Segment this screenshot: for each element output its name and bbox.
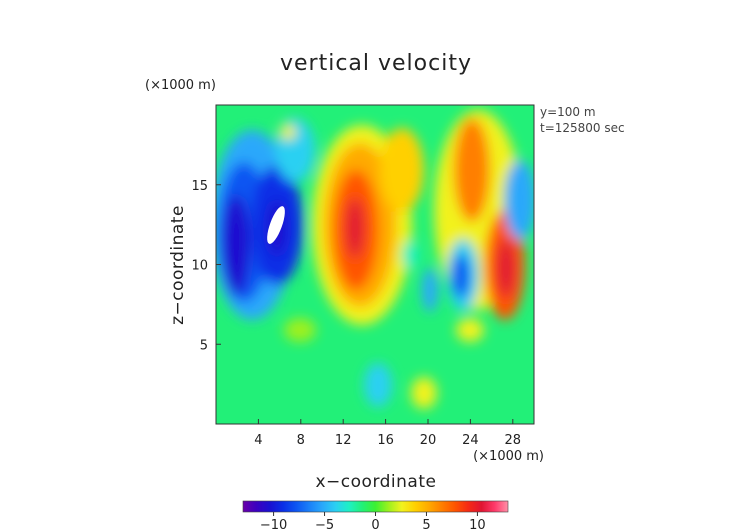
x-unit-label: (×1000 m) <box>473 449 544 464</box>
y-tick-label-0: 5 <box>200 338 208 353</box>
right-edge-downdraft <box>504 160 534 240</box>
y-tick-label-1: 10 <box>191 259 208 274</box>
annotation-t: t=125800 sec <box>540 121 625 135</box>
x-tick-label-1: 8 <box>297 433 305 448</box>
downdraft-core-left <box>222 195 250 295</box>
x-tick-label-4: 20 <box>420 433 437 448</box>
lower-left-weak-updraft <box>284 318 316 342</box>
x-tick-label-5: 24 <box>462 433 479 448</box>
x-tick-label-2: 12 <box>335 433 352 448</box>
colorbar-gradient <box>242 500 509 513</box>
small-updraft-top <box>280 124 296 140</box>
x-tick-label-0: 4 <box>254 433 262 448</box>
updraft-upper-right <box>454 118 490 222</box>
colorbar-tick-label-0: −10 <box>260 518 287 532</box>
y-axis-title: z−coordinate <box>168 205 188 325</box>
lower-updraft <box>411 377 437 409</box>
updraft-core-center <box>346 198 364 258</box>
x-tick-label-3: 16 <box>377 433 394 448</box>
x-axis-title: x−coordinate <box>316 472 437 492</box>
updraft-core-right <box>497 238 515 298</box>
chart-title: vertical velocity <box>280 51 472 76</box>
colorbar-ticks: −10 −5 0 5 10 <box>260 512 486 532</box>
annotation-y: y=100 m <box>540 105 596 119</box>
colorbar-tick-label-2: 0 <box>371 518 379 532</box>
x-tick-label-6: 28 <box>505 433 522 448</box>
downdraft-small-right <box>422 268 438 312</box>
updraft-side-center <box>380 128 424 212</box>
weak-downdraft <box>402 241 418 269</box>
y-tick-label-2: 15 <box>191 179 208 194</box>
downdraft-upper-right <box>275 118 315 182</box>
colorbar-tick-label-1: −5 <box>315 518 334 532</box>
heatmap-field <box>216 105 534 424</box>
y-axis: 5 10 15 <box>191 179 221 353</box>
colorbar-tick-label-4: 10 <box>469 518 486 532</box>
extreme-downdraft-core <box>267 206 285 244</box>
y-unit-label: (×1000 m) <box>145 78 216 93</box>
lower-right-weak-updraft <box>456 318 484 342</box>
x-axis: 4 8 12 16 20 24 28 <box>254 419 521 448</box>
lower-downdraft <box>364 363 392 407</box>
colorbar: −10 −5 0 5 10 <box>242 500 509 532</box>
downdraft-core-right <box>452 254 470 298</box>
velocity-contours <box>216 110 534 409</box>
colorbar-tick-label-3: 5 <box>422 518 430 532</box>
